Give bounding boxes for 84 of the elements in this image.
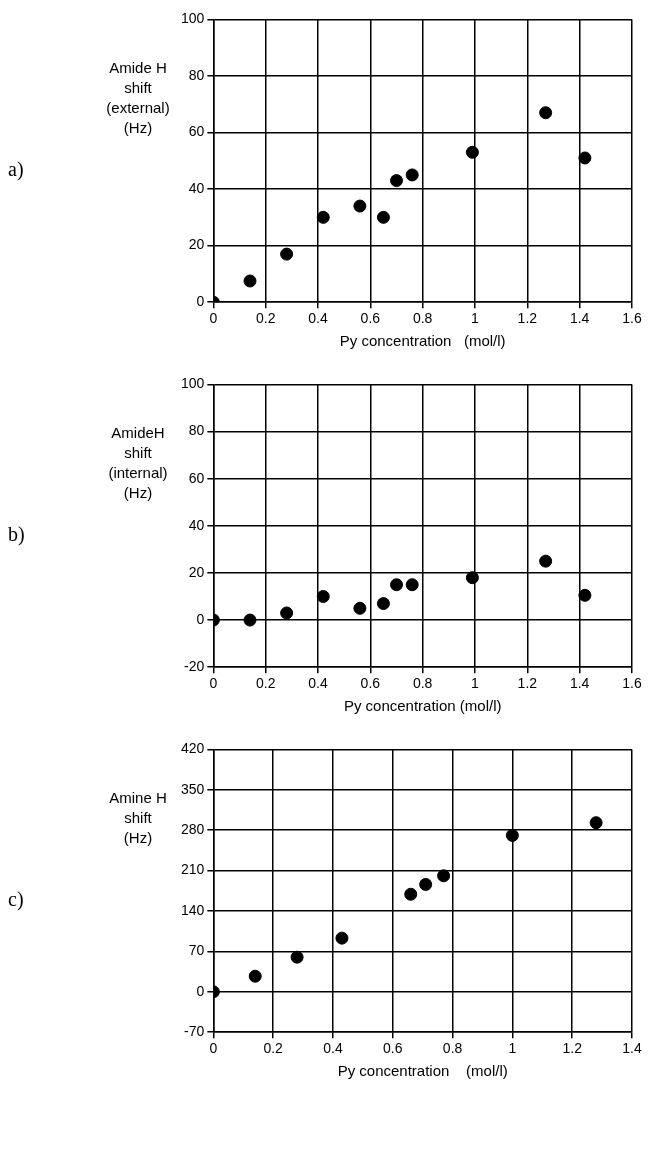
x-tick-label: 0.6	[360, 310, 381, 327]
y-tick-label: 20	[188, 236, 205, 253]
point	[290, 950, 304, 964]
point	[335, 931, 349, 945]
y-tick-label: 60	[188, 123, 205, 140]
point	[405, 578, 419, 592]
x-tick-label: 0.8	[412, 310, 433, 327]
x-tick-label: 0.2	[255, 310, 276, 327]
x-tick-label: 1.2	[517, 675, 538, 692]
y-tick-label: 0	[196, 982, 205, 999]
point	[578, 588, 592, 602]
x-axis-title: Py concentration (mol/l)	[339, 332, 506, 350]
y-tick-label: 80	[188, 66, 205, 83]
point	[465, 571, 479, 585]
point	[505, 828, 519, 842]
x-tick-label: 1.4	[569, 675, 590, 692]
point	[437, 869, 451, 883]
y-tick-label: 280	[181, 821, 205, 838]
y-tick-label: 140	[181, 901, 205, 918]
y-tick-label: 100	[181, 10, 205, 27]
x-tick-label: 0.4	[308, 675, 328, 692]
y-tick-label: -70	[184, 1023, 205, 1040]
y-tick-label: 100	[181, 375, 205, 392]
x-tick-label: 1.4	[569, 310, 590, 327]
text: a)	[8, 158, 25, 181]
x-tick-label: 1.6	[622, 675, 642, 692]
x-tick-label: 0	[209, 310, 218, 327]
point	[243, 274, 257, 288]
y-tick-label: 0	[196, 610, 205, 627]
point	[465, 145, 479, 159]
point	[316, 210, 330, 224]
point	[589, 816, 603, 830]
y-axis-title: Amine H shift (Hz)	[108, 788, 168, 848]
y-tick-label: 40	[188, 179, 205, 196]
text: b)	[8, 523, 26, 546]
point	[280, 247, 294, 261]
point	[419, 877, 433, 891]
point	[390, 578, 404, 592]
x-tick-label: 0	[209, 1040, 218, 1057]
y-tick-label: 80	[188, 422, 205, 439]
y-tick-label: 40	[188, 516, 205, 533]
y-tick-label: 0	[196, 293, 205, 310]
point	[376, 210, 390, 224]
point	[248, 969, 262, 983]
x-tick-label: 0.6	[360, 675, 381, 692]
x-tick-label: 0.6	[383, 1040, 403, 1057]
point	[578, 151, 592, 165]
point	[243, 613, 257, 627]
x-tick-label: 0	[209, 675, 218, 692]
point	[376, 597, 390, 611]
x-axis-title: Py concentration (mol/l)	[337, 1062, 508, 1080]
x-tick-label: 0.8	[442, 1040, 463, 1057]
point	[353, 601, 367, 615]
y-axis-title: Amide H shift (external) (Hz)	[105, 58, 171, 138]
point	[539, 554, 553, 568]
y-tick-label: 420	[181, 740, 205, 757]
x-tick-label: 1	[471, 675, 480, 692]
y-tick-label: 350	[181, 780, 205, 797]
y-tick-label: 210	[181, 861, 205, 878]
point	[280, 606, 294, 620]
y-tick-label: 60	[188, 469, 205, 486]
x-tick-label: 1	[508, 1040, 517, 1057]
y-tick-label: -20	[184, 658, 205, 675]
x-tick-label: 0.8	[412, 675, 433, 692]
y-axis-title: AmideH shift (internal) (Hz)	[107, 423, 169, 503]
x-axis-title: Py concentration (mol/l)	[343, 697, 502, 715]
point	[390, 174, 404, 188]
point	[539, 106, 553, 120]
x-tick-label: 1.6	[622, 310, 642, 327]
x-tick-label: 1.2	[517, 310, 538, 327]
point	[316, 590, 330, 603]
x-tick-label: 0.4	[323, 1040, 343, 1057]
point	[405, 168, 419, 182]
point	[353, 199, 367, 213]
x-tick-label: 0.2	[263, 1040, 284, 1057]
x-tick-label: 1.4	[622, 1040, 642, 1057]
x-tick-label: 1	[471, 310, 480, 327]
point	[404, 887, 418, 901]
x-tick-label: 0.2	[255, 675, 276, 692]
text: c)	[8, 888, 25, 911]
x-tick-label: 0.4	[308, 310, 328, 327]
y-tick-label: 20	[188, 563, 205, 580]
x-tick-label: 1.2	[562, 1040, 583, 1057]
y-tick-label: 70	[188, 942, 205, 959]
